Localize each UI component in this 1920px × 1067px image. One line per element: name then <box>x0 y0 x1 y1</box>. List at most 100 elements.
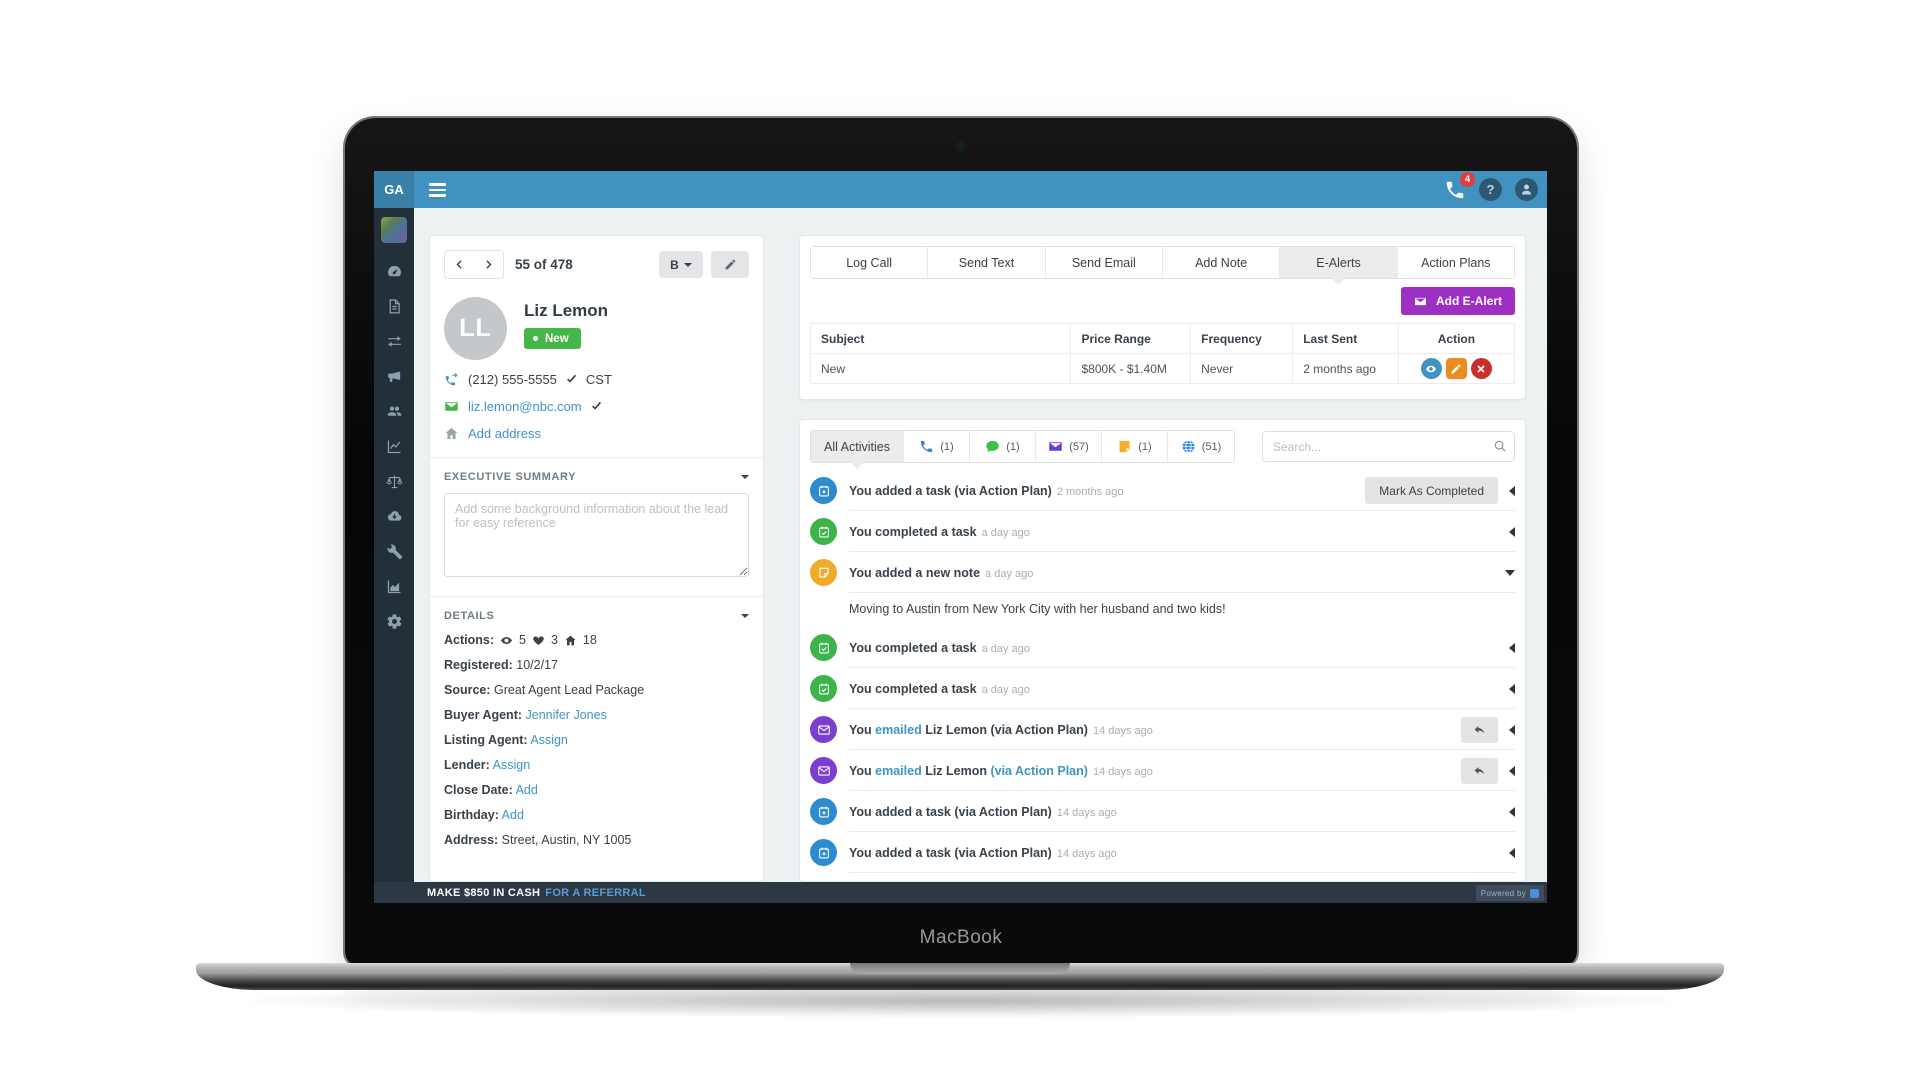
mark-as-completed-button[interactable]: Mark As Completed <box>1365 477 1498 504</box>
marketing-icon[interactable] <box>386 368 403 385</box>
stage-dropdown[interactable]: B <box>659 251 703 278</box>
tab-calls[interactable]: (1) <box>904 431 970 462</box>
address-row: Add address <box>444 426 749 441</box>
sidebar-profile-photo[interactable] <box>381 217 407 243</box>
top-navbar: GA 4 ? <box>374 171 1547 208</box>
calendar-check-icon <box>810 634 837 661</box>
delete-alert-button[interactable] <box>1470 358 1492 379</box>
expand-caret-icon[interactable] <box>1509 847 1515 858</box>
action-plan-link[interactable]: (via Action Plan) <box>990 763 1088 778</box>
phone-icon[interactable] <box>444 372 459 387</box>
tab-texts[interactable]: (1) <box>970 431 1036 462</box>
contact-pagination-label: 55 of 478 <box>515 257 573 272</box>
compare-icon[interactable] <box>386 473 403 490</box>
help-button[interactable]: ? <box>1479 178 1502 201</box>
app-logo[interactable]: GA <box>374 171 414 208</box>
tab-log-call[interactable]: Log Call <box>811 247 929 278</box>
reply-button[interactable] <box>1461 716 1498 743</box>
tab-send-email[interactable]: Send Email <box>1045 247 1163 278</box>
account-menu-button[interactable] <box>1515 178 1538 201</box>
emailed-link[interactable]: emailed <box>875 763 922 778</box>
expand-caret-icon[interactable] <box>1509 683 1515 694</box>
laptop-bezel: MacBook GA 4 ? <box>345 118 1577 966</box>
calendar-check-icon <box>810 518 837 545</box>
imports-icon[interactable] <box>386 508 403 525</box>
edit-alert-button[interactable] <box>1445 358 1467 379</box>
pencil-icon <box>1450 363 1462 375</box>
add-e-alert-button[interactable]: Add E-Alert <box>1401 287 1515 315</box>
powered-by-logo <box>1530 888 1539 898</box>
buyer-agent-link[interactable]: Jennifer Jones <box>525 708 607 722</box>
dashboard-icon[interactable] <box>386 263 403 280</box>
expand-caret-icon[interactable] <box>1509 724 1515 735</box>
collapse-caret-icon[interactable] <box>741 614 749 618</box>
tab-notes[interactable]: (1) <box>1102 431 1168 462</box>
tab-emails[interactable]: (57) <box>1036 431 1102 462</box>
view-alert-button[interactable] <box>1420 358 1442 379</box>
tab-web-activity[interactable]: (51) <box>1168 431 1234 462</box>
expand-caret-icon[interactable] <box>1509 642 1515 653</box>
expand-caret-icon[interactable] <box>1509 806 1515 817</box>
user-icon <box>1519 182 1534 197</box>
hamburger-menu-icon[interactable] <box>429 183 446 200</box>
expand-caret-icon[interactable] <box>1509 765 1515 776</box>
phone-row: (212) 555-5555 CST <box>444 372 749 387</box>
reply-button[interactable] <box>1461 757 1498 784</box>
contact-name: Liz Lemon <box>524 301 609 320</box>
globe-icon <box>1181 439 1196 454</box>
executive-summary-input[interactable] <box>444 493 749 577</box>
expand-caret-icon[interactable] <box>1509 526 1515 537</box>
laptop-shadow <box>230 984 1690 1018</box>
tab-add-note[interactable]: Add Note <box>1162 247 1281 278</box>
timezone-label: CST <box>585 372 612 387</box>
expand-caret-icon[interactable] <box>1509 485 1515 496</box>
search-icon <box>1493 439 1507 453</box>
referral-message: MAKE $850 IN CASH <box>427 886 541 899</box>
emailed-link[interactable]: emailed <box>875 722 922 737</box>
webcam-dot <box>957 143 965 150</box>
ealerts-table: Subject Price Range Frequency Last Sent … <box>809 323 1516 384</box>
previous-contact-button[interactable] <box>445 251 474 278</box>
tab-e-alerts[interactable]: E-Alerts <box>1280 247 1398 285</box>
email-link[interactable]: liz.lemon@nbc.com <box>468 399 582 414</box>
lender-assign-link[interactable]: Assign <box>492 758 531 772</box>
calls-notification-icon[interactable]: 4 <box>1444 171 1475 201</box>
referral-link[interactable]: FOR A REFERRAL <box>545 886 646 899</box>
collapse-caret-icon[interactable] <box>741 475 749 479</box>
tab-all-activities[interactable]: All Activities <box>811 431 904 469</box>
collapse-caret-icon[interactable] <box>1505 569 1515 576</box>
listing-agent-assign-link[interactable]: Assign <box>530 733 568 747</box>
analytics-icon[interactable] <box>386 578 403 595</box>
add-address-link[interactable]: Add address <box>468 426 541 441</box>
search-input[interactable] <box>1262 431 1515 462</box>
cell-last-sent: 2 months ago <box>1292 353 1399 384</box>
close-date-add-link[interactable]: Add <box>515 783 538 797</box>
divider <box>430 457 763 458</box>
next-contact-button[interactable] <box>474 251 503 278</box>
detail-row: Address: Street, Austin, NY 1005 <box>444 833 632 847</box>
tab-send-text[interactable]: Send Text <box>928 247 1046 278</box>
tab-action-plans[interactable]: Action Plans <box>1397 247 1514 278</box>
activity-search <box>1262 431 1515 462</box>
edit-contact-button[interactable] <box>711 251 749 278</box>
birthday-add-link[interactable]: Add <box>501 808 524 822</box>
email-icon[interactable] <box>444 399 459 414</box>
tools-icon[interactable] <box>386 543 403 560</box>
reports-icon[interactable] <box>386 438 403 455</box>
transactions-icon[interactable] <box>386 333 403 350</box>
contact-profile: LL Liz Lemon New <box>444 297 749 360</box>
detail-row: Birthday: Add <box>444 808 524 822</box>
settings-icon[interactable] <box>386 613 403 630</box>
details-title: DETAILS <box>444 610 495 622</box>
macbook-label: MacBook <box>919 927 1003 948</box>
phone-icon <box>919 439 934 454</box>
summary-section-header: EXECUTIVE SUMMARY <box>444 471 749 483</box>
detail-row: Listing Agent: Assign <box>444 733 568 747</box>
home-icon <box>564 634 577 647</box>
activity-feed: You added a task (via Action Plan) 2 mont… <box>810 470 1515 873</box>
calendar-plus-icon <box>810 839 837 866</box>
contacts-icon[interactable] <box>386 403 403 420</box>
documents-icon[interactable] <box>386 298 403 315</box>
powered-by-badge[interactable]: Powered by <box>1475 885 1544 901</box>
